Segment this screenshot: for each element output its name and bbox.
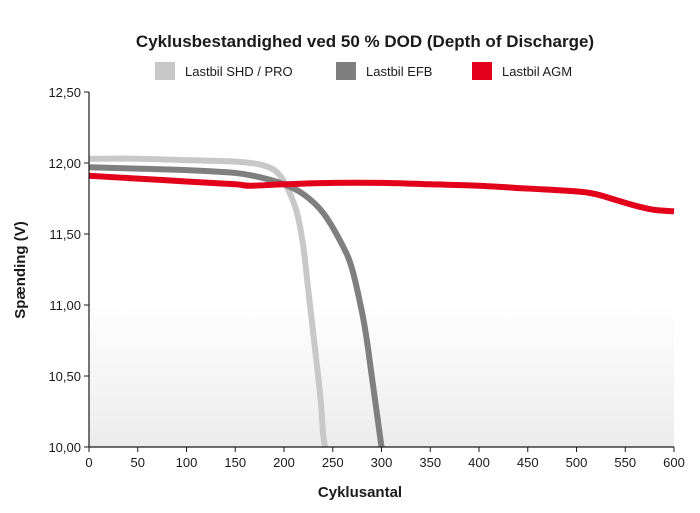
x-tick-label: 150	[224, 455, 246, 470]
y-tick-label: 11,00	[49, 298, 81, 313]
x-tick-label: 600	[663, 455, 685, 470]
series-layer	[88, 155, 675, 448]
x-tick-label: 500	[566, 455, 588, 470]
x-tick-label: 200	[273, 455, 295, 470]
x-tick-label: 300	[371, 455, 393, 470]
legend: Lastbil SHD / PRO Lastbil EFB Lastbil AGM	[155, 62, 572, 80]
series-line-1	[88, 155, 328, 448]
plot-area	[89, 92, 674, 447]
legend-label: Lastbil EFB	[366, 64, 432, 79]
legend-item-1: Lastbil SHD / PRO	[155, 62, 293, 80]
x-tick-label: 350	[419, 455, 441, 470]
x-tick-label: 400	[468, 455, 490, 470]
series-line-3	[88, 172, 675, 215]
axes: 0 50 100 150 200 250 300 350 400 450 500 550 600 10,0…	[48, 85, 684, 470]
legend-swatch	[472, 62, 492, 80]
legend-label: Lastbil SHD / PRO	[185, 64, 293, 79]
legend-swatch	[155, 62, 175, 80]
x-tick-label: 0	[85, 455, 92, 470]
y-tick-label: 10,50	[48, 369, 81, 384]
x-tick-label: 550	[614, 455, 636, 470]
x-tick-label: 250	[322, 455, 344, 470]
x-tick-label: 50	[131, 455, 145, 470]
x-tick-label: 450	[517, 455, 539, 470]
legend-swatch	[336, 62, 356, 80]
y-axis-title: Spænding (V)	[12, 221, 29, 319]
y-tick-label: 10,00	[48, 440, 81, 455]
legend-item-2: Lastbil EFB	[336, 62, 432, 80]
y-tick-label: 12,00	[48, 156, 81, 171]
y-tick-label: 12,50	[48, 85, 81, 100]
x-axis-title: Cyklusantal	[318, 484, 402, 501]
chart-title: Cyklusbestandighed ved 50 % DOD (Depth o…	[136, 32, 594, 51]
legend-label: Lastbil AGM	[502, 64, 572, 79]
x-tick-label: 100	[176, 455, 198, 470]
series-line-2	[88, 164, 385, 448]
y-tick-label: 11,50	[49, 227, 81, 242]
legend-item-3: Lastbil AGM	[472, 62, 572, 80]
